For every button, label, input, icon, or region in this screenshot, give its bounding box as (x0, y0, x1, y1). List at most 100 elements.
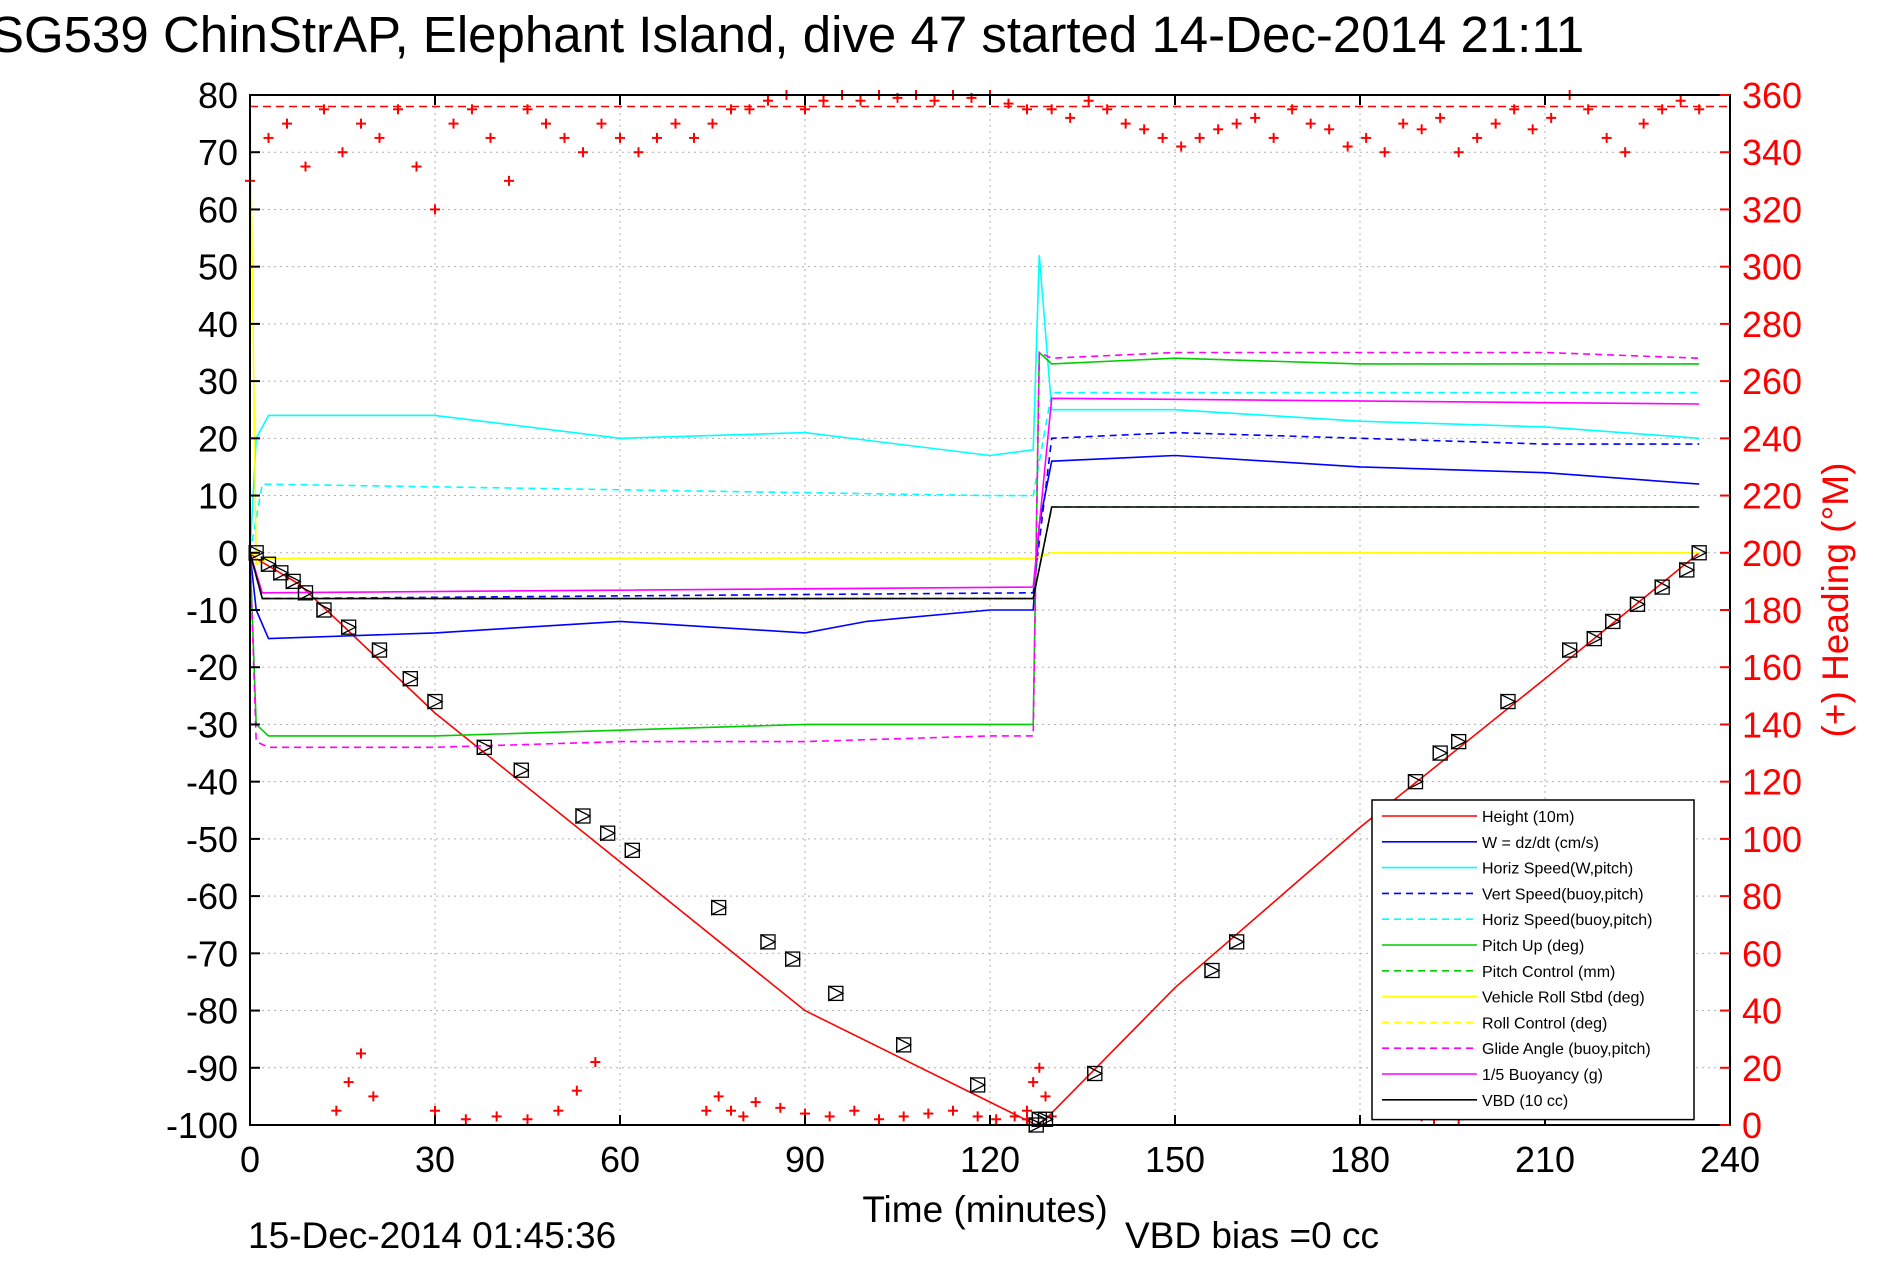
series-line-3 (249, 255, 1700, 553)
dive-marker (1562, 642, 1579, 659)
heading-plus-marker (263, 132, 274, 143)
dive-marker-triangle (970, 1076, 987, 1093)
heading-plus-marker (1416, 124, 1427, 135)
heading-plus-marker (504, 175, 514, 186)
dive-marker-triangle (402, 670, 419, 687)
heading-plus-marker (855, 95, 866, 106)
heading-plus-marker (1139, 124, 1150, 135)
heading-plus-marker (393, 104, 403, 115)
dive-marker-triangle (711, 899, 728, 916)
dive-marker-triangle (1432, 745, 1449, 762)
legend-entry: Height (10m) (1382, 809, 1574, 826)
heading-plus-marker (1546, 112, 1557, 123)
heading-plus-marker (553, 1105, 564, 1116)
series-line-6 (249, 350, 1700, 737)
y2-axis-label: (+) Heading (°M) (1815, 463, 1856, 738)
dive-marker-triangle (1037, 1111, 1054, 1128)
dive-marker-triangle (785, 951, 802, 968)
dive-marker-triangle (371, 642, 388, 659)
y2-tick-label: 0 (1742, 1105, 1762, 1146)
dive-marker-triangle (260, 556, 277, 573)
dive-marker-triangle (1691, 544, 1708, 561)
heading-plus-marker (1194, 132, 1205, 143)
heading-plus-marker (1601, 132, 1612, 143)
dive-marker (1407, 773, 1424, 790)
dive-marker (1679, 561, 1696, 578)
y2-tick-label: 20 (1742, 1048, 1782, 1089)
dive-marker-triangle (273, 564, 290, 581)
dive-marker-triangle (624, 842, 641, 859)
heading-plus-marker (652, 132, 662, 143)
legend-label: Horiz Speed(W,pitch) (1482, 861, 1633, 878)
heading-plus-marker (1102, 104, 1113, 115)
y2-tick-label: 300 (1742, 247, 1802, 288)
heading-plus-marker (972, 1111, 983, 1122)
heading-plus-marker (368, 1091, 379, 1102)
heading-plus-marker (824, 1111, 835, 1122)
dive-marker (575, 807, 592, 825)
dive-marker (260, 556, 277, 573)
heading-plus-marker (1287, 104, 1298, 115)
y2-tick-label: 140 (1742, 704, 1802, 745)
dive-marker (273, 564, 290, 581)
series-line-9 (249, 551, 1700, 560)
dive-marker (1605, 613, 1622, 630)
y-tick-label: 60 (198, 189, 238, 230)
legend-entry: Roll Control (deg) (1382, 1015, 1607, 1032)
heading-plus-marker (1065, 112, 1076, 123)
heading-plus-marker (1040, 1091, 1051, 1102)
chart-title: SG539 ChinStrAP, Elephant Island, dive 4… (0, 6, 1584, 63)
heading-plus-marker (1694, 104, 1705, 115)
dive-marker-triangle (828, 985, 845, 1002)
heading-plus-marker (1472, 132, 1483, 143)
heading-plus-marker (571, 1085, 582, 1096)
legend-entry: Glide Angle (buoy,pitch) (1382, 1041, 1651, 1058)
heading-plus-marker (448, 118, 459, 129)
dive-marker (1586, 630, 1603, 647)
heading-plus-marker (596, 118, 607, 129)
heading-plus-marker (1453, 147, 1464, 158)
y2-tick-label: 340 (1742, 132, 1802, 173)
x-tick-label: 240 (1700, 1139, 1760, 1180)
y2-tick-label: 320 (1742, 189, 1802, 230)
legend-entry: Pitch Up (deg) (1382, 938, 1584, 955)
heading-plus-marker (750, 1097, 761, 1108)
legend-entry: VBD (10 cc) (1382, 1093, 1568, 1110)
heading-plus-marker (701, 1105, 712, 1116)
heading-plus-marker (633, 147, 644, 158)
heading-plus-marker (460, 1114, 471, 1125)
heading-plus-marker (1305, 118, 1316, 129)
legend-label: VBD (10 cc) (1482, 1093, 1568, 1110)
y2-tick-label: 40 (1742, 991, 1782, 1032)
heading-plus-marker (374, 132, 385, 143)
heading-plus-marker (541, 118, 551, 129)
heading-plus-marker (1046, 104, 1057, 115)
y-tick-label: -70 (186, 933, 238, 974)
heading-plus-marker (726, 1105, 736, 1116)
dive-marker (1691, 544, 1708, 561)
heading-plus-marker (738, 1111, 749, 1122)
heading-plus-marker (522, 1114, 533, 1125)
y-tick-label: -90 (186, 1048, 238, 1089)
y-tick-label: 80 (198, 75, 238, 116)
x-tick-label: 210 (1515, 1139, 1575, 1180)
legend-label: 1/5 Buoyancy (g) (1482, 1067, 1603, 1084)
heading-plus-marker (282, 118, 292, 129)
dive-marker-triangle (1500, 693, 1517, 710)
series-line-12 (249, 506, 1700, 600)
dive-marker-triangle (1229, 933, 1246, 950)
heading-plus-marker (744, 104, 755, 115)
heading-plus-marker (1034, 1062, 1045, 1073)
dive-marker (1629, 596, 1646, 613)
y-tick-label: -100 (166, 1105, 238, 1146)
heading-plus-marker (1213, 124, 1224, 135)
y2-tick-label: 360 (1742, 75, 1802, 116)
y-tick-label: -80 (186, 991, 238, 1032)
legend-entry: Horiz Speed(W,pitch) (1382, 861, 1633, 878)
y2-tick-label: 280 (1742, 304, 1802, 345)
dive-marker (896, 1036, 913, 1053)
legend-label: Vert Speed(buoy,pitch) (1482, 886, 1644, 903)
legend-label: Height (10m) (1482, 809, 1574, 826)
heading-plus-marker (1022, 104, 1032, 115)
y-tick-label: 20 (198, 418, 238, 459)
